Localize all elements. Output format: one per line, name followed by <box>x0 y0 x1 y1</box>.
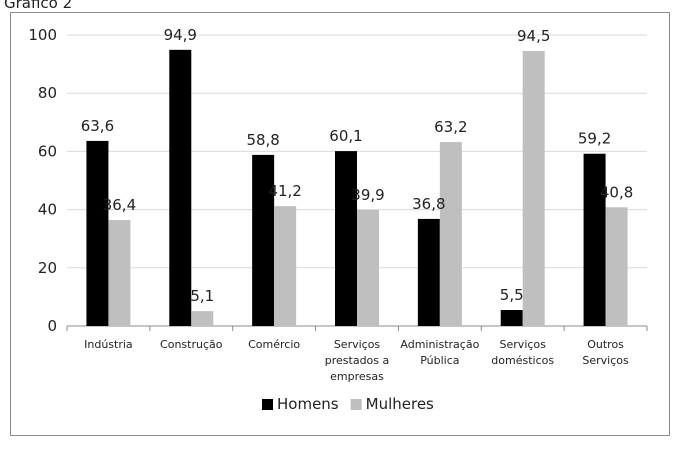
data-label: 41,2 <box>268 182 301 200</box>
bar-homens <box>583 153 606 326</box>
category-label: Serviços domésticos <box>491 338 554 367</box>
bar-homens <box>169 49 192 326</box>
legend: Homens Mulheres <box>262 395 434 413</box>
y-tick-label: 0 <box>47 317 57 335</box>
category-label: Administração Pública <box>400 338 479 367</box>
chart-caption: Gráfico 2 <box>4 0 73 12</box>
bar-mulheres <box>108 220 131 326</box>
axes: 0 20 40 60 80 100 Indústria Construção Comércio S… <box>28 26 648 383</box>
data-label: 36,4 <box>103 196 136 214</box>
legend-swatch-homens <box>262 399 273 410</box>
bar-mulheres <box>605 207 628 326</box>
bars <box>86 49 628 326</box>
data-label: 5,5 <box>500 286 524 304</box>
legend-label-mulheres: Mulheres <box>366 395 434 413</box>
data-label: 60,1 <box>329 127 362 145</box>
bar-homens <box>335 151 357 326</box>
data-label: 39,9 <box>351 186 384 204</box>
data-label: 94,5 <box>517 27 550 45</box>
legend-label-homens: Homens <box>277 395 339 413</box>
bar-mulheres <box>274 206 297 326</box>
category-label: Serviços prestados a empresas <box>325 338 390 383</box>
bar-mulheres <box>191 311 214 326</box>
legend-swatch-mulheres <box>350 399 362 410</box>
y-tick-label: 60 <box>38 142 57 160</box>
data-label: 63,6 <box>81 117 114 135</box>
data-label: 59,2 <box>578 130 611 148</box>
data-label: 58,8 <box>246 131 279 149</box>
y-tick-label: 40 <box>38 201 57 219</box>
bar-mulheres <box>439 142 462 326</box>
data-labels: 63,6 36,4 94,9 5,1 58,8 41,2 60,1 39,9 36,8 63,2 5… <box>81 26 634 305</box>
category-label: Indústria <box>84 338 133 351</box>
category-label: Construção <box>160 338 223 351</box>
data-label: 40,8 <box>600 183 633 201</box>
category-label: Outros Serviços <box>582 338 629 367</box>
bar-homens <box>417 218 440 326</box>
bar-mulheres <box>522 51 545 326</box>
bar-mulheres <box>357 209 379 326</box>
data-label: 63,2 <box>434 118 467 136</box>
bar-homens <box>252 154 275 326</box>
category-label: Comércio <box>248 338 300 351</box>
y-tick-label: 100 <box>28 26 57 44</box>
y-tick-label: 80 <box>38 84 57 102</box>
y-tick-label: 20 <box>38 259 57 277</box>
bar-homens <box>86 140 109 326</box>
data-label: 36,8 <box>412 195 445 213</box>
bar-homens <box>500 309 523 326</box>
data-label: 94,9 <box>164 26 197 44</box>
data-label: 5,1 <box>190 287 214 305</box>
